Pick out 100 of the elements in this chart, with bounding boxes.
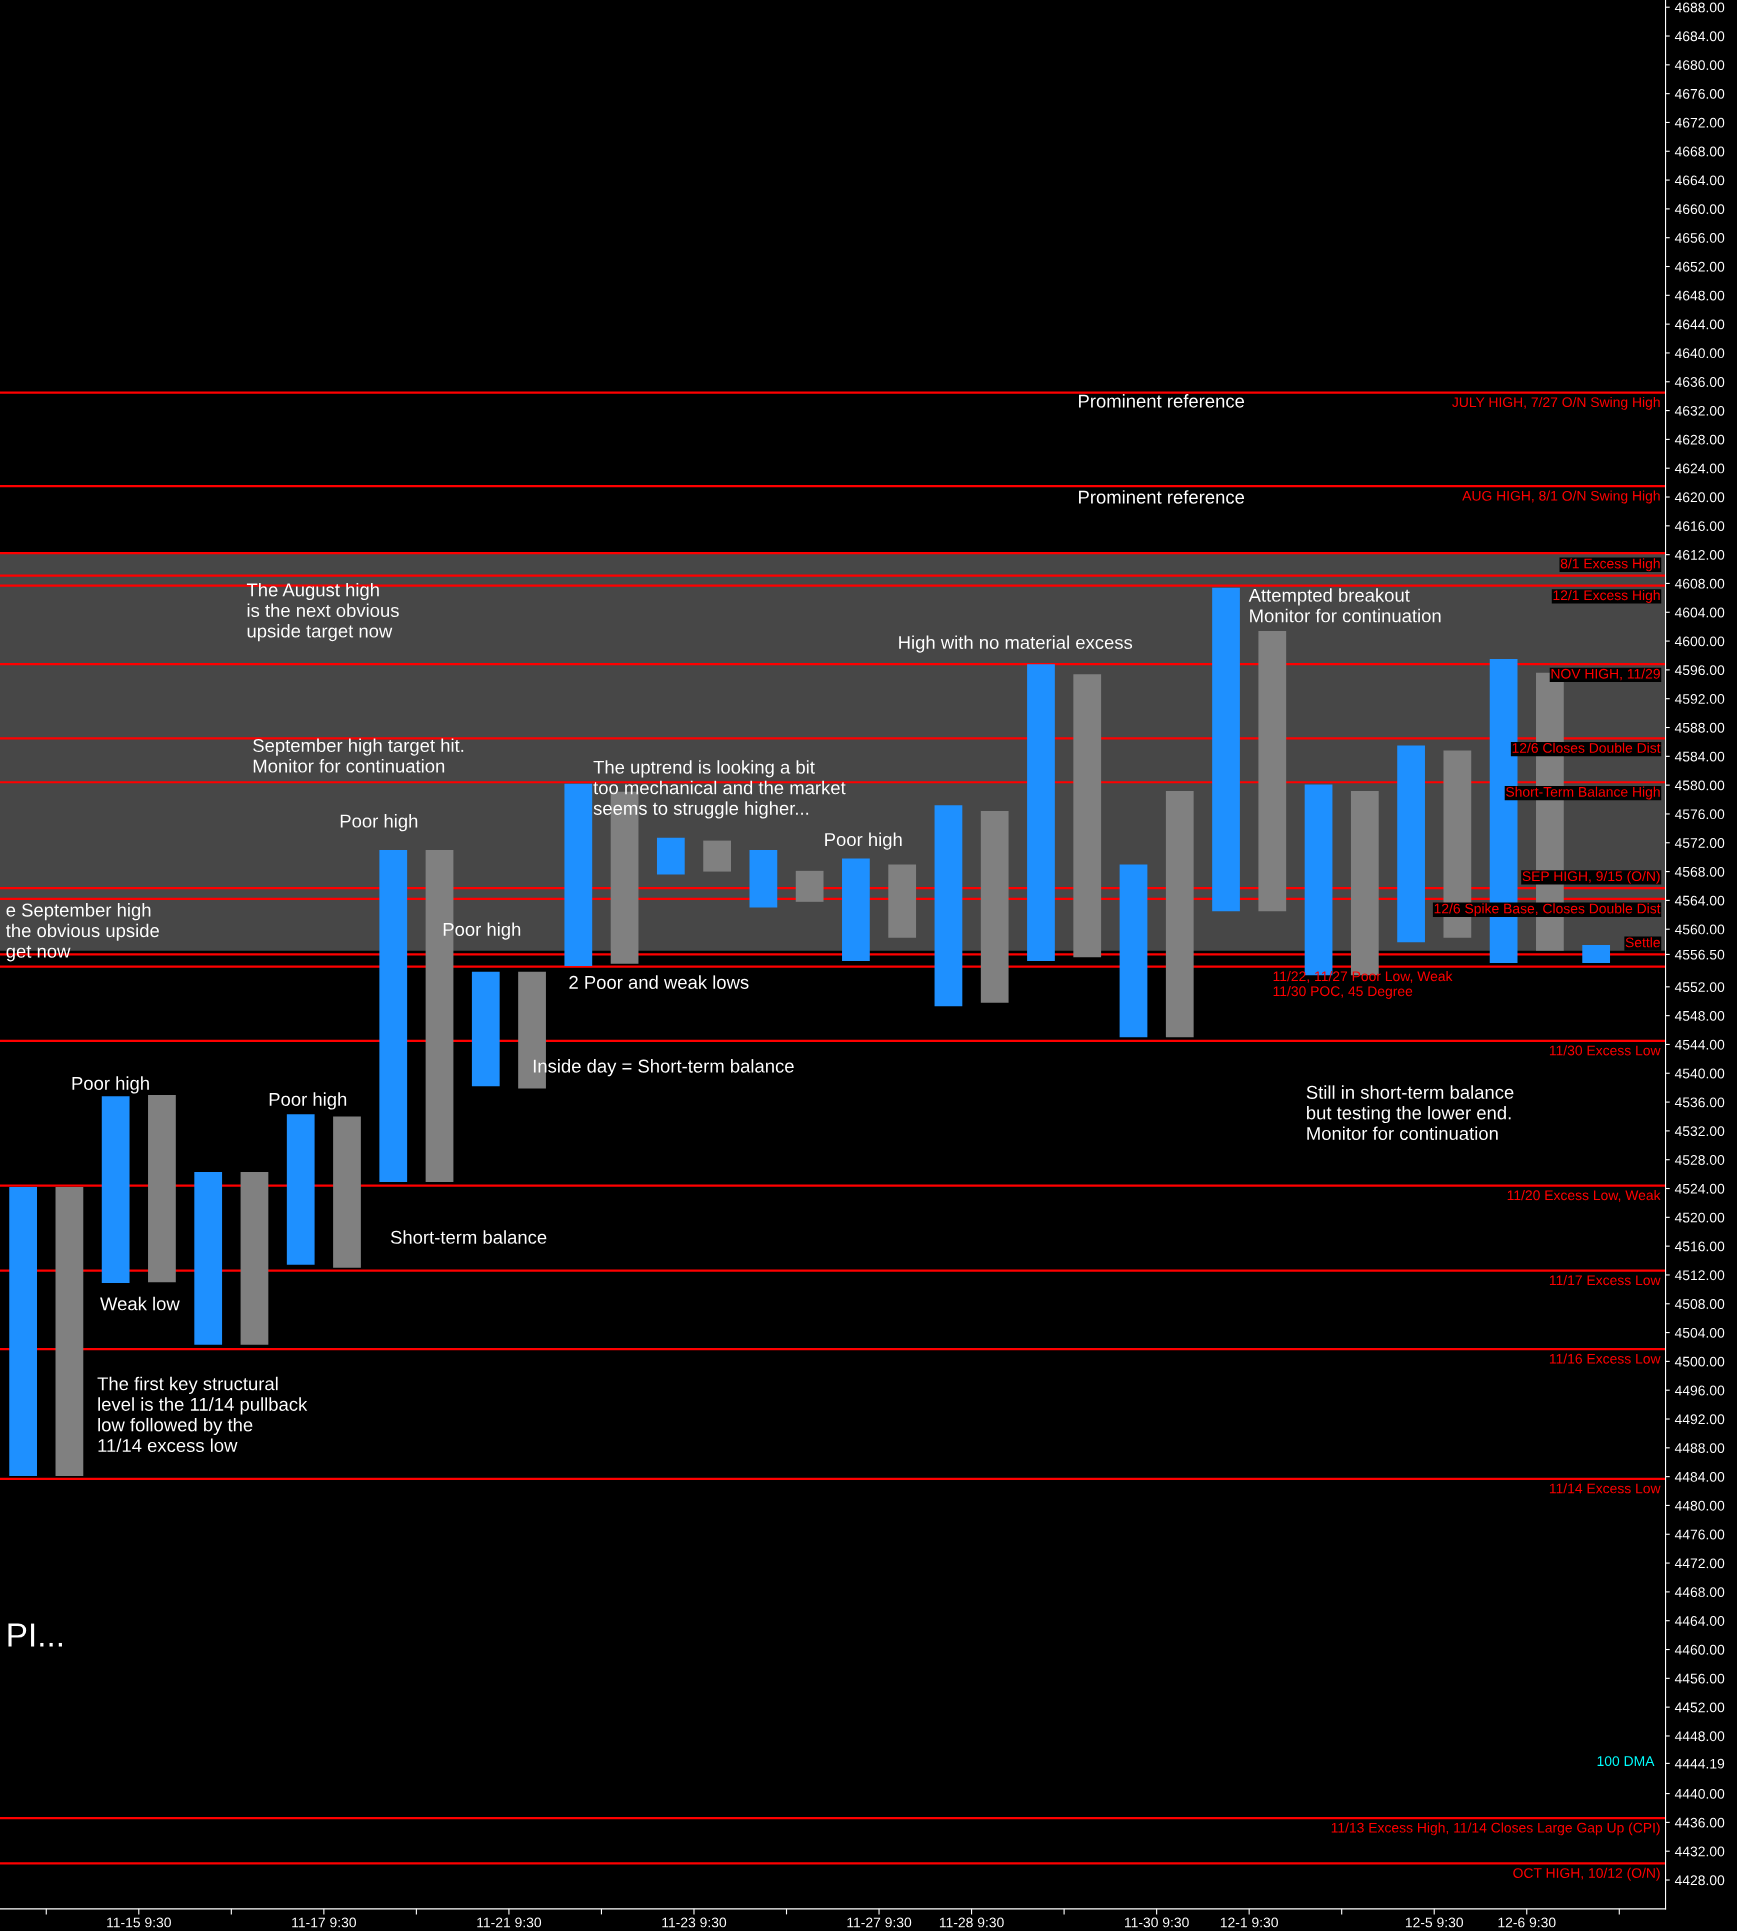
ref-line-label: OCT HIGH, 10/12 (O/N) [1513,1867,1660,1881]
x-tick-label: 11-27 9:30 [847,1917,912,1928]
ref-line-label: 11/22, 11/27 Poor Low, Weak 11/30 POC, 45 Degree [1273,970,1453,999]
y-tick-label: 4592.00 [1674,694,1725,704]
y-tick-label: 4528.00 [1674,1155,1725,1165]
annotation: Poor high [340,814,418,832]
bar [1165,790,1194,1038]
x-tick-label: 11-23 9:30 [662,1917,727,1928]
y-tick-label: 4480.00 [1674,1500,1725,1511]
y-tick-label: 4636.00 [1674,377,1725,387]
y-tick-label: 4544.00 [1674,1039,1725,1050]
bar [980,811,1009,1003]
ref-line-label: 11/30 Excess Low [1549,1045,1661,1056]
bar [888,864,917,938]
y-tick-label: 4536.00 [1674,1097,1725,1108]
y-tick-label: 4612.00 [1674,549,1725,560]
bar [564,783,593,966]
annotation: Poor high [443,922,521,940]
y-tick-label: 4588.00 [1674,722,1725,733]
y-tick-label: 4596.00 [1674,665,1725,676]
y-tick-label: 4508.00 [1674,1299,1725,1309]
bar [333,1116,361,1268]
y-tick-label: 4644.00 [1674,319,1725,330]
y-tick-label: 4500.00 [1674,1356,1725,1367]
y-tick-label: 4432.00 [1674,1846,1725,1857]
y-tick-label: 4632.00 [1674,405,1725,416]
y-tick-label: 4456.00 [1674,1673,1725,1684]
y-tick-label: 4448.00 [1674,1731,1725,1742]
bar [703,840,731,872]
bar [471,971,500,1087]
bar [1397,745,1425,943]
bar [1027,664,1055,961]
annotation: Weak low [100,1296,180,1311]
y-tick-label: 4600.00 [1674,636,1725,647]
y-tick-label: 4668.00 [1674,146,1725,157]
bar [934,805,963,1007]
ref-line-label: 11/14 Excess Low [1549,1483,1661,1494]
y-tick-label: 4552.00 [1674,982,1725,992]
y-tick-label: 4660.00 [1674,204,1725,215]
y-tick-label: 4664.00 [1674,175,1725,186]
bar [240,1171,269,1345]
annotation: 100 DMA [1597,1756,1655,1767]
y-tick-label: 4436.00 [1674,1817,1725,1828]
bar [379,849,408,1183]
y-tick-label: 4476.00 [1674,1529,1725,1540]
y-tick-label: 4516.00 [1674,1241,1725,1252]
y-tick-label: 4444.19 [1674,1758,1725,1769]
bar [1258,631,1287,912]
y-tick-label: 4460.00 [1674,1644,1725,1655]
bar [286,1114,315,1265]
y-tick-label: 4628.00 [1674,434,1725,445]
y-tick-label: 4620.00 [1674,492,1725,503]
annotation: Poor high [72,1076,149,1094]
bar [1582,945,1611,964]
y-tick-label: 4688.00 [1674,2,1725,13]
ref-line-label: 12/6 Closes Double Dist [1512,742,1661,753]
annotation: The first key structural level is the 11/14 pullback low followed by the 11/14 excess low [97,1376,308,1453]
annotation: Poor high [269,1092,347,1110]
x-tick-label: 11-17 9:30 [292,1917,357,1928]
y-tick-label: 4520.00 [1674,1212,1725,1223]
y-tick-label: 4648.00 [1674,290,1725,301]
y-tick-label: 4676.00 [1674,88,1725,99]
y-tick-label: 4656.00 [1674,233,1725,243]
y-tick-label: 4492.00 [1674,1414,1725,1425]
y-tick-label: 4576.00 [1674,809,1725,820]
ref-line-label: 12/1 Excess High [1553,589,1660,603]
annotation: PI... [8,1623,62,1647]
y-tick-label: 4684.00 [1674,31,1725,42]
y-tick-label: 4608.00 [1674,578,1725,589]
y-tick-label: 4452.00 [1674,1702,1725,1713]
y-tick-label: 4672.00 [1674,117,1725,128]
y-tick-label: 4472.00 [1674,1558,1725,1569]
bar [749,849,778,908]
bar [148,1094,176,1283]
y-tick-label: 4616.00 [1674,521,1725,531]
ref-line-label: Settle [1625,937,1660,948]
y-tick-label: 4428.00 [1674,1875,1725,1886]
y-tick-label: 4652.00 [1674,261,1725,272]
y-tick-label: 4568.00 [1674,866,1725,877]
y-tick-label: 4488.00 [1674,1443,1725,1453]
y-tick-label: 4532.00 [1674,1126,1725,1137]
ref-line-label: JULY HIGH, 7/27 O/N Swing High [1452,396,1660,410]
bar [101,1096,130,1283]
bar [55,1187,84,1476]
y-tick-label: 4440.00 [1674,1788,1725,1799]
ref-line-label: AUG HIGH, 8/1 O/N Swing High [1462,490,1660,504]
annotation: 2 Poor and weak lows [569,975,749,989]
annotation: The uptrend is looking a bit too mechanical and the market seems to struggle higher... [593,760,846,819]
bar [194,1171,223,1345]
x-tick-label: 11-28 9:30 [939,1917,1004,1928]
annotation: Still in short-term balance but testing the lower end. Monitor for continuation [1306,1085,1514,1141]
bar [656,837,685,875]
x-tick-label: 12-6 9:30 [1498,1917,1556,1928]
annotation: Short-term balance [390,1230,547,1244]
annotation: Prominent reference [1079,490,1245,504]
ref-line-label: 11/13 Excess High, 11/14 Closes Large Gap Up (CPI) [1331,1822,1660,1836]
y-tick-label: 4580.00 [1674,780,1725,791]
annotation: September high target hit. Monitor for continuation [253,738,464,773]
ref-line-label: 11/20 Excess Low, Weak [1507,1189,1661,1202]
y-tick-label: 4572.00 [1674,838,1725,848]
